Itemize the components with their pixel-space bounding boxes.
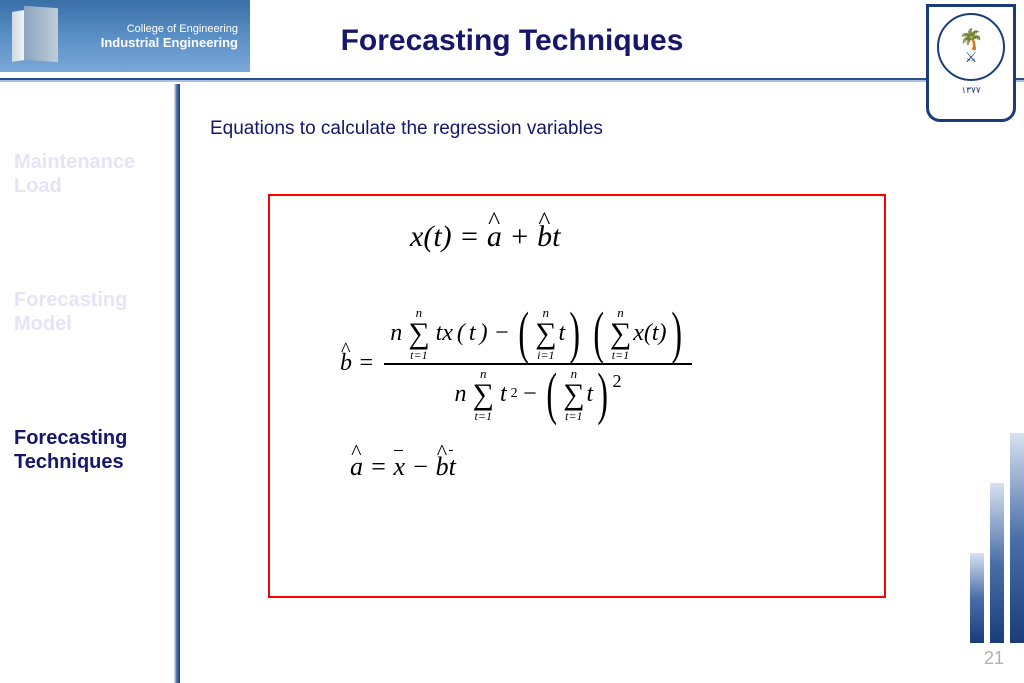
sigma-icon: n ∑ i=1 xyxy=(535,306,556,361)
equation-a-hat: a = x − bt xyxy=(350,452,854,482)
b-hat: b xyxy=(537,220,552,253)
sigma-icon: n ∑ t=1 xyxy=(408,306,429,361)
logo-year: ١٣٧٧ xyxy=(929,85,1013,96)
decorative-bars xyxy=(968,423,1024,643)
content-subtitle: Equations to calculate the regression va… xyxy=(210,118,603,140)
equation-model: x(t) = a + bt xyxy=(410,220,854,254)
palm-icon: 🌴 xyxy=(959,30,984,50)
sidebar: Maintenance Load Forecasting Model Forec… xyxy=(14,150,164,564)
a-hat: a xyxy=(487,220,502,253)
equation-box: x(t) = a + bt b = n n ∑ t=1 tx(t) − ( n … xyxy=(268,194,886,598)
equation-b-hat: b = n n ∑ t=1 tx(t) − ( n ∑ i=1 t ) xyxy=(340,304,854,424)
university-logo: 🌴 ⚔ ١٣٧٧ xyxy=(926,4,1016,122)
sidebar-item-maintenance[interactable]: Maintenance Load xyxy=(14,150,164,198)
sigma-icon: n ∑ t=1 xyxy=(473,367,494,422)
page-number: 21 xyxy=(984,648,1004,669)
sidebar-item-model[interactable]: Forecasting Model xyxy=(14,288,164,336)
swords-icon: ⚔ xyxy=(965,50,978,64)
vertical-divider xyxy=(172,84,180,683)
top-rule xyxy=(0,78,1024,84)
sidebar-item-techniques[interactable]: Forecasting Techniques xyxy=(14,426,164,474)
sigma-icon: n ∑ t=1 xyxy=(563,367,584,422)
var-x: x xyxy=(410,220,423,253)
sigma-icon: n ∑ t=1 xyxy=(610,306,631,361)
page-title: Forecasting Techniques xyxy=(0,24,1024,58)
